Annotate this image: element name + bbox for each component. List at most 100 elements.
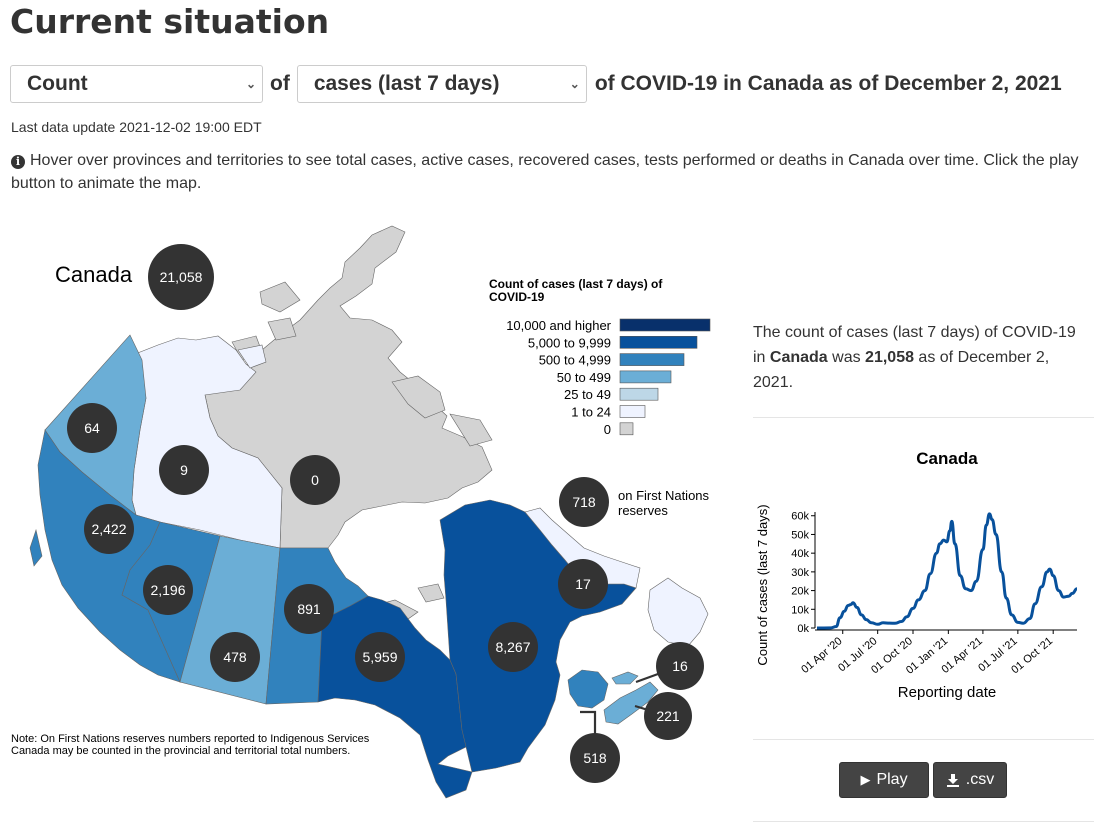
info-text: i Hover over provinces and territories to… bbox=[11, 149, 1096, 195]
region-value-nu: 0 bbox=[311, 472, 319, 488]
chart-title: Canada bbox=[916, 449, 978, 468]
first-nations-bubble[interactable]: 718 bbox=[559, 477, 609, 527]
legend-swatch bbox=[619, 405, 646, 418]
legend-swatch bbox=[619, 370, 672, 384]
metric-select-value: cases (last 7 days) bbox=[313, 72, 500, 95]
x-tick-label: 01 Apr '20 bbox=[799, 635, 844, 676]
divider bbox=[753, 739, 1094, 740]
first-nations-label-line1: on First Nations bbox=[618, 488, 710, 503]
trend-chart: Canada Count of cases (last 7 days) Repo… bbox=[755, 449, 1078, 701]
y-tick-label: 10k bbox=[791, 604, 809, 616]
divider bbox=[753, 417, 1094, 418]
region-on[interactable] bbox=[317, 595, 473, 799]
region-value-on: 5,959 bbox=[362, 649, 397, 665]
canada-bubble[interactable]: 21,058 bbox=[148, 244, 214, 310]
region-value-nl: 17 bbox=[575, 576, 591, 592]
region-value-ns: 221 bbox=[656, 708, 680, 724]
region-bubble-sk[interactable]: 478 bbox=[210, 632, 260, 682]
region-value-bc: 2,422 bbox=[91, 521, 126, 537]
first-nations-value: 718 bbox=[572, 494, 596, 510]
first-nations-label-line2: reserves bbox=[618, 503, 668, 518]
info-text-body: Hover over provinces and territories to … bbox=[11, 152, 1079, 192]
summary-pre: The count of cases (last 7 days) of COVI… bbox=[753, 324, 1076, 366]
csv-button-label: .csv bbox=[965, 771, 995, 788]
selector-row: Count ⌄ of cases (last 7 days) ⌄ of COVI… bbox=[10, 64, 1062, 104]
region-ns[interactable] bbox=[603, 681, 659, 725]
region-value-qc: 8,267 bbox=[495, 639, 530, 655]
region-bc[interactable] bbox=[29, 429, 181, 683]
of-label: of bbox=[270, 72, 290, 95]
region-bubble-mb[interactable]: 891 bbox=[284, 584, 334, 634]
region-nb[interactable] bbox=[567, 669, 609, 709]
region-bubble-ns[interactable]: 221 bbox=[644, 692, 692, 740]
region-value-ab: 2,196 bbox=[150, 582, 185, 598]
region-bubble-nu[interactable]: 0 bbox=[290, 455, 340, 505]
measure-select-value: Count bbox=[27, 72, 88, 95]
region-bubble-bc[interactable]: 2,422 bbox=[84, 504, 134, 554]
chevron-down-icon: ⌄ bbox=[245, 77, 256, 91]
chart-ylabel: Count of cases (last 7 days) bbox=[755, 504, 770, 665]
legend-label: 1 to 24 bbox=[571, 405, 611, 420]
summary-post: as of December 2, 2021. bbox=[753, 349, 1050, 391]
metric-select[interactable]: cases (last 7 days) ⌄ bbox=[296, 65, 587, 103]
region-pe[interactable] bbox=[611, 671, 639, 685]
summary-mid: was bbox=[827, 349, 866, 366]
y-tick-label: 0k bbox=[797, 623, 809, 635]
selector-suffix: of COVID-19 in Canada as of December 2, … bbox=[594, 72, 1062, 95]
map-legend: Count of cases (last 7 days) of COVID-19… bbox=[489, 277, 711, 437]
region-qc[interactable] bbox=[439, 499, 637, 773]
region-value-nb: 518 bbox=[583, 750, 607, 766]
last-data-update: Last data update 2021-12-02 19:00 EDT bbox=[11, 119, 262, 135]
region-value-nt: 9 bbox=[180, 462, 188, 478]
play-button[interactable]: ▶ Play bbox=[839, 762, 929, 798]
region-bubble-yt[interactable]: 64 bbox=[67, 403, 117, 453]
canada-bubble-value: 21,058 bbox=[160, 269, 203, 285]
measure-select[interactable]: Count ⌄ bbox=[10, 65, 263, 103]
play-icon: ▶ bbox=[860, 772, 871, 787]
download-icon bbox=[946, 774, 959, 787]
legend-swatch bbox=[619, 387, 659, 401]
y-tick-label: 50k bbox=[791, 529, 809, 541]
region-bubble-pe[interactable]: 16 bbox=[656, 642, 704, 690]
legend-label: 10,000 and higher bbox=[506, 318, 611, 333]
info-icon: i bbox=[11, 155, 25, 169]
legend-swatch bbox=[619, 353, 685, 366]
y-tick-label: 30k bbox=[791, 567, 809, 579]
page-title: Current situation bbox=[10, 2, 330, 41]
summary-place: Canada bbox=[769, 349, 828, 366]
region-bubble-nb[interactable]: 518 bbox=[570, 733, 620, 783]
play-button-label: Play bbox=[876, 771, 908, 788]
chart-xlabel: Reporting date bbox=[898, 684, 996, 701]
legend-title-line2: COVID-19 bbox=[489, 290, 545, 304]
y-tick-label: 20k bbox=[791, 586, 809, 598]
canada-map: Canada 21,058 Count of cases (last 7 day… bbox=[29, 225, 711, 799]
summary-text: The count of cases (last 7 days) of COVI… bbox=[753, 320, 1083, 395]
divider bbox=[753, 821, 1094, 822]
region-bubble-qc[interactable]: 8,267 bbox=[488, 622, 538, 672]
legend-swatch bbox=[619, 422, 634, 436]
chart-series-line bbox=[816, 512, 1078, 630]
region-bubble-ab[interactable]: 2,196 bbox=[143, 565, 193, 615]
region-value-pe: 16 bbox=[672, 658, 688, 674]
region-value-yt: 64 bbox=[84, 420, 100, 436]
map-note: Note: On First Nations reserves numbers … bbox=[11, 733, 370, 757]
region-bubble-nt[interactable]: 9 bbox=[159, 445, 209, 495]
y-tick-label: 40k bbox=[791, 548, 809, 560]
region-value-mb: 891 bbox=[297, 601, 321, 617]
canada-label: Canada bbox=[55, 262, 133, 287]
region-bubble-nl[interactable]: 17 bbox=[558, 559, 608, 609]
region-nu[interactable] bbox=[204, 225, 493, 627]
y-tick-label: 60k bbox=[791, 511, 809, 523]
legend-swatch bbox=[619, 318, 711, 332]
download-csv-button[interactable]: .csv bbox=[933, 762, 1007, 798]
summary-value: 21,058 bbox=[865, 349, 914, 366]
legend-label: 0 bbox=[604, 422, 611, 437]
region-nl[interactable] bbox=[524, 507, 709, 647]
region-bubbles: 64 9 0 2,422 2,196 478 891 5,959 8,267 17 16 221 518 bbox=[67, 403, 704, 783]
legend-label: 50 to 499 bbox=[557, 370, 611, 385]
legend-swatch bbox=[619, 335, 698, 349]
legend-label: 500 to 4,999 bbox=[539, 353, 611, 368]
region-bubble-on[interactable]: 5,959 bbox=[355, 632, 405, 682]
legend-label: 25 to 49 bbox=[564, 387, 611, 402]
